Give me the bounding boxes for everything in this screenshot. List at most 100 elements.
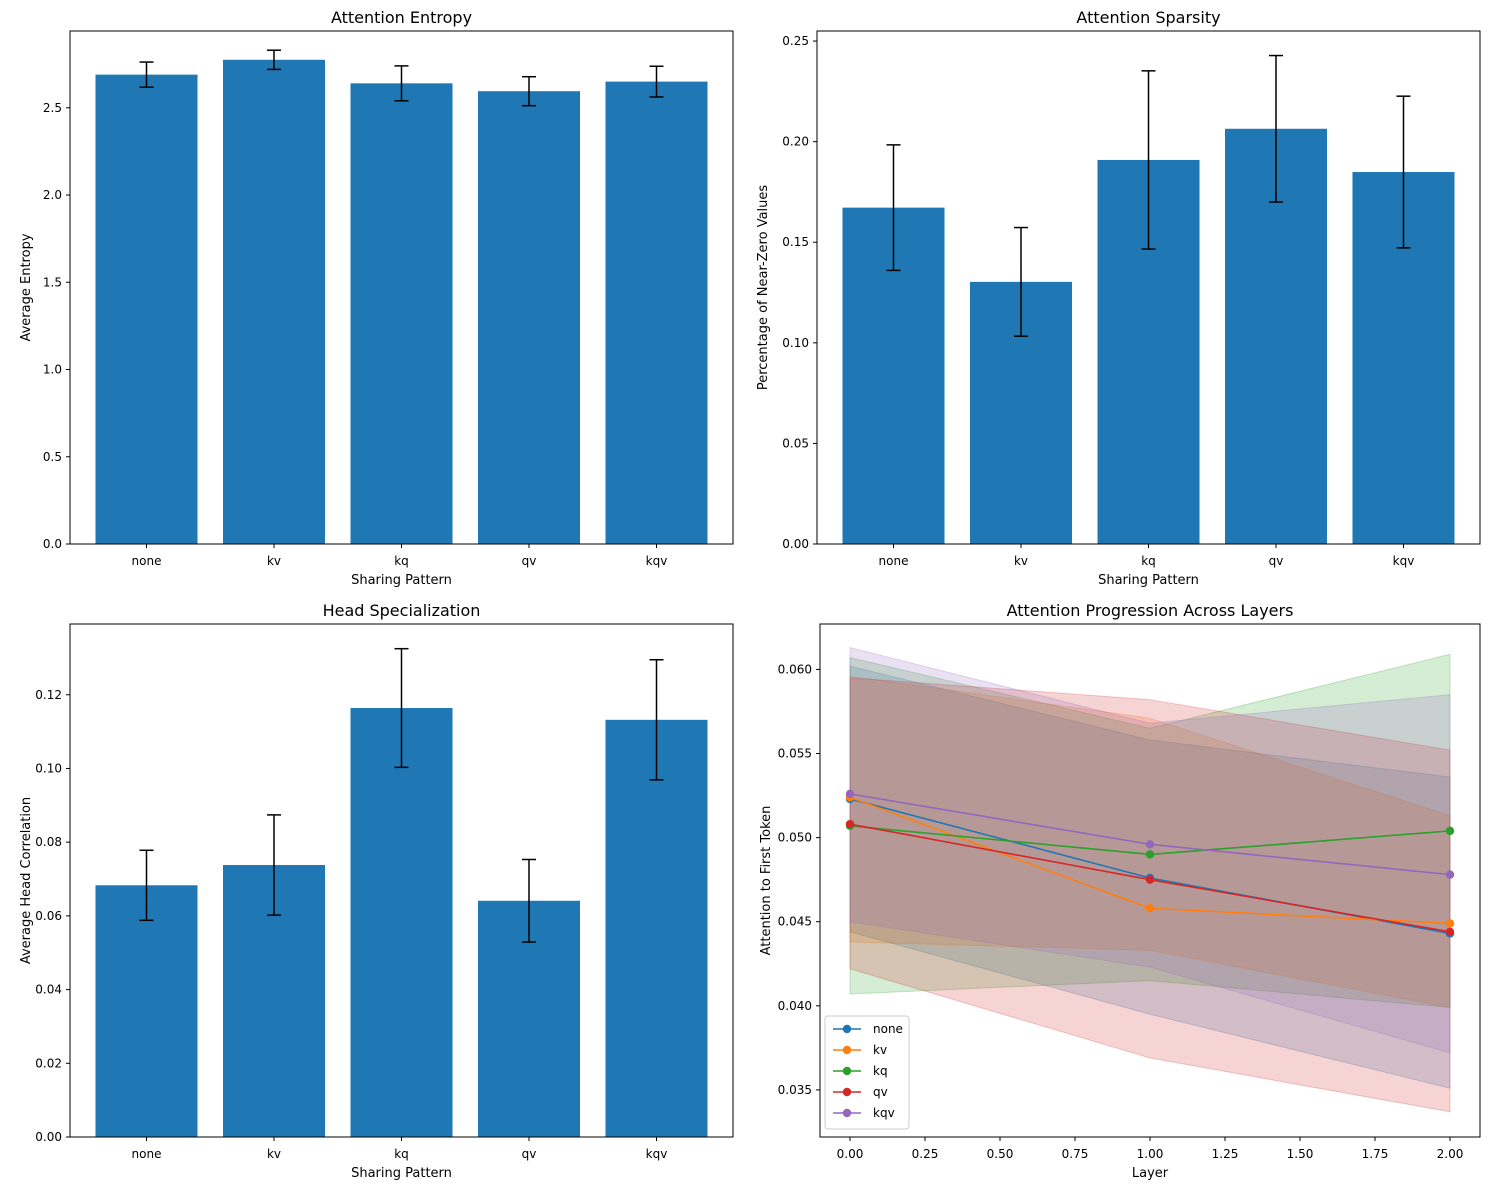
error-bar-qv (522, 75, 536, 107)
x-tick-label: kqv (646, 1147, 668, 1161)
y-tick-label: 0.050 (778, 831, 812, 845)
x-tick-label: 0.50 (987, 1147, 1014, 1161)
x-tick-label: 1.50 (1287, 1147, 1314, 1161)
y-tick-label: 0.25 (782, 34, 809, 48)
y-tick-label: 0.10 (35, 761, 62, 775)
x-axis-label: Sharing Pattern (351, 1166, 452, 1181)
error-bar-kv (267, 49, 281, 71)
error-bar-kqv (649, 65, 664, 98)
y-tick-label: 0.04 (35, 983, 62, 997)
point-qv (845, 819, 855, 829)
bar-none (95, 74, 198, 545)
y-tick-label: 0.02 (35, 1056, 62, 1070)
axes-frame (69, 30, 734, 545)
y-tick-label: 0.15 (782, 235, 809, 249)
y-tick-label: 0.00 (35, 1130, 62, 1144)
error-bar-kqv (649, 658, 664, 781)
y-tick-label: 2.5 (43, 101, 62, 115)
y-tick-label: 0.20 (782, 135, 809, 149)
legend-label-kv: kv (873, 1043, 887, 1057)
point-qv (1145, 875, 1155, 884)
y-tick-label: 0.045 (778, 915, 812, 929)
y-tick-label: 0.06 (35, 909, 62, 923)
bar-kv (223, 59, 325, 544)
error-bar-kq (394, 65, 409, 102)
point-kq (1145, 850, 1155, 859)
x-tick-label: qv (522, 1147, 537, 1161)
x-tick-label: 1.25 (1212, 1147, 1239, 1161)
y-tick-label: 0.00 (782, 537, 809, 551)
x-tick-label: kv (267, 554, 281, 568)
bar-kqv (605, 81, 708, 544)
x-axis-label: Layer (1132, 1166, 1169, 1181)
legend-marker-kq (842, 1066, 852, 1076)
error-bar-kv (1014, 226, 1028, 337)
y-tick-label: 0.08 (35, 835, 62, 849)
legend-marker-qv (842, 1087, 852, 1097)
y-axis-label: Attention to First Token (759, 806, 774, 956)
x-tick-label: 0.00 (837, 1147, 864, 1161)
error-bar-kv (267, 814, 281, 916)
chart-1: Attention Sparsity none kv kq qv kqv 0.00 0.05 0… (756, 8, 1481, 588)
error-bar-qv (522, 858, 536, 943)
x-tick-label: kq (394, 554, 409, 568)
x-axis-label: Sharing Pattern (1098, 573, 1199, 588)
x-tick-label: none (132, 1147, 162, 1161)
x-tick-label: none (132, 554, 162, 568)
error-bar-qv (1269, 54, 1283, 203)
chart-0: Attention Entropy none kv kq qv kqv 0.0 0.5 1.0 1… (19, 8, 734, 588)
error-bar-none (139, 849, 154, 922)
x-tick-label: 1.75 (1362, 1147, 1389, 1161)
y-tick-label: 0.10 (782, 336, 809, 350)
y-tick-label: 0.055 (778, 747, 812, 761)
y-axis-label: Percentage of Near-Zero Values (756, 185, 771, 391)
chart-title: Attention Progression Across Layers (1007, 601, 1294, 620)
x-axis-label: Sharing Pattern (351, 573, 452, 588)
axes-frame (69, 623, 734, 1138)
legend-label-none: none (873, 1022, 903, 1036)
legend: none kv kq qv kqv (824, 1015, 910, 1130)
x-tick-label: none (879, 554, 909, 568)
point-kv (1145, 904, 1155, 913)
band-kqv (849, 646, 1451, 1054)
bar-kqv (605, 719, 708, 1137)
x-tick-label: 1.00 (1137, 1147, 1164, 1161)
error-bar-kqv (1396, 95, 1411, 249)
y-tick-label: 0.05 (782, 436, 809, 450)
band-qv (849, 677, 1451, 1113)
legend-marker-kv (842, 1045, 852, 1055)
band-kq (849, 653, 1451, 1009)
x-tick-label: qv (522, 554, 537, 568)
point-kqv (1145, 840, 1155, 849)
x-tick-label: kv (267, 1147, 281, 1161)
bar-kq (350, 83, 453, 545)
y-tick-label: 2.0 (43, 188, 62, 202)
y-tick-label: 1.5 (43, 275, 62, 289)
error-bar-kq (1141, 70, 1156, 250)
error-bar-kq (394, 647, 409, 769)
chart-title: Attention Entropy (331, 8, 472, 27)
axes-frame (816, 30, 1481, 545)
error-bar-none (886, 144, 901, 272)
legend-label-qv: qv (873, 1085, 888, 1099)
y-tick-label: 1.0 (43, 363, 62, 377)
y-tick-label: 0.040 (778, 999, 812, 1013)
x-tick-label: kqv (646, 554, 668, 568)
chart-title: Head Specialization (323, 601, 481, 620)
x-tick-label: qv (1269, 554, 1284, 568)
legend-marker-none (842, 1024, 852, 1034)
point-qv (1445, 927, 1455, 936)
error-bar-none (139, 61, 154, 88)
bar-kq (350, 708, 453, 1137)
x-tick-label: 0.75 (1062, 1147, 1089, 1161)
bar-none (95, 885, 198, 1137)
chart-title: Attention Sparsity (1076, 8, 1220, 27)
y-axis-label: Average Head Correlation (19, 797, 34, 964)
chart-3: Attention Progression Across Layers 0.00 0… (759, 601, 1481, 1181)
axes-frame (819, 623, 1481, 1138)
y-tick-label: 0.060 (778, 662, 812, 676)
y-axis-label: Average Entropy (19, 233, 34, 341)
point-kqv (845, 789, 855, 799)
point-kqv (1445, 870, 1455, 879)
